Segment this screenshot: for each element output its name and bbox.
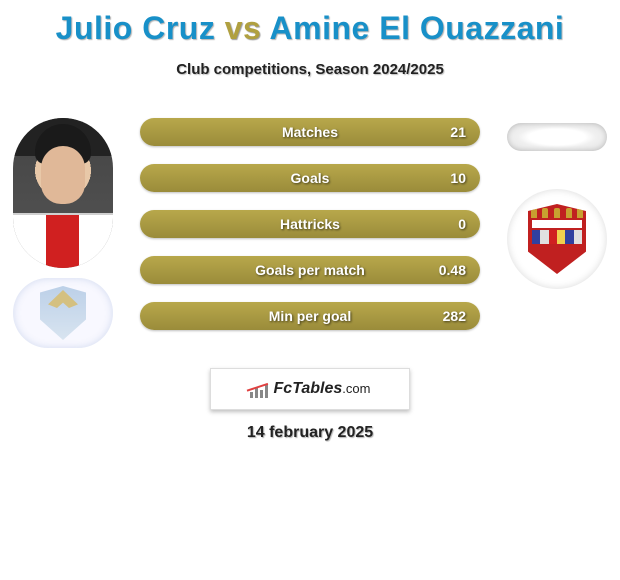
stat-label: Matches <box>282 124 338 140</box>
braga-band-stripe <box>565 230 573 244</box>
brand-suffix: .com <box>342 381 370 396</box>
player2-photo-placeholder <box>507 123 607 151</box>
stat-value: 10 <box>450 170 466 186</box>
fctables-trend-line <box>246 383 271 401</box>
stat-row: Goals 10 <box>140 164 480 192</box>
braga-shield-icon <box>528 204 586 274</box>
stat-row: Min per goal 282 <box>140 302 480 330</box>
player1-club-crest <box>13 278 113 348</box>
stat-label: Min per goal <box>269 308 351 324</box>
stat-label: Goals <box>291 170 330 186</box>
right-player-column <box>502 118 612 289</box>
braga-band-stripe <box>557 230 565 244</box>
comparison-body: Matches 21 Goals 10 Hattricks 0 Goals per matc… <box>0 118 620 368</box>
left-player-column <box>8 118 118 348</box>
lazio-shield-icon <box>40 286 86 340</box>
braga-band-stripe <box>540 230 548 244</box>
brand-name: FcTables <box>274 380 343 397</box>
subtitle: Club competitions, Season 2024/2025 <box>0 61 620 78</box>
player1-skin <box>41 146 85 204</box>
comparison-title: Julio Cruz vs Amine El Ouazzani <box>0 0 620 47</box>
stat-bars: Matches 21 Goals 10 Hattricks 0 Goals per matc… <box>140 118 480 330</box>
player1-name: Julio Cruz <box>56 10 216 46</box>
braga-band-stripe <box>574 230 582 244</box>
braga-banner <box>532 220 582 228</box>
fctables-chart-icon <box>250 380 268 398</box>
braga-color-band <box>532 230 582 244</box>
stat-label: Goals per match <box>255 262 365 278</box>
player1-shirt <box>13 213 113 268</box>
stat-row: Goals per match 0.48 <box>140 256 480 284</box>
vs-text: vs <box>225 10 262 46</box>
stat-value: 0.48 <box>439 262 466 278</box>
stat-label: Hattricks <box>280 216 340 232</box>
lazio-eagle-icon <box>48 290 78 308</box>
braga-band-stripe <box>549 230 557 244</box>
stat-row: Hattricks 0 <box>140 210 480 238</box>
stat-row: Matches 21 <box>140 118 480 146</box>
braga-towers-icon <box>528 204 586 218</box>
stat-value: 282 <box>443 308 466 324</box>
fctables-brand: FcTables.com <box>274 380 371 398</box>
player2-name: Amine El Ouazzani <box>270 10 565 46</box>
comparison-date: 14 february 2025 <box>247 424 373 442</box>
player2-club-crest <box>507 189 607 289</box>
braga-band-stripe <box>532 230 540 244</box>
fctables-attribution[interactable]: FcTables.com <box>210 368 410 410</box>
player1-photo <box>13 118 113 268</box>
stat-value: 21 <box>450 124 466 140</box>
footer: FcTables.com 14 february 2025 <box>0 368 620 442</box>
stat-value: 0 <box>458 216 466 232</box>
